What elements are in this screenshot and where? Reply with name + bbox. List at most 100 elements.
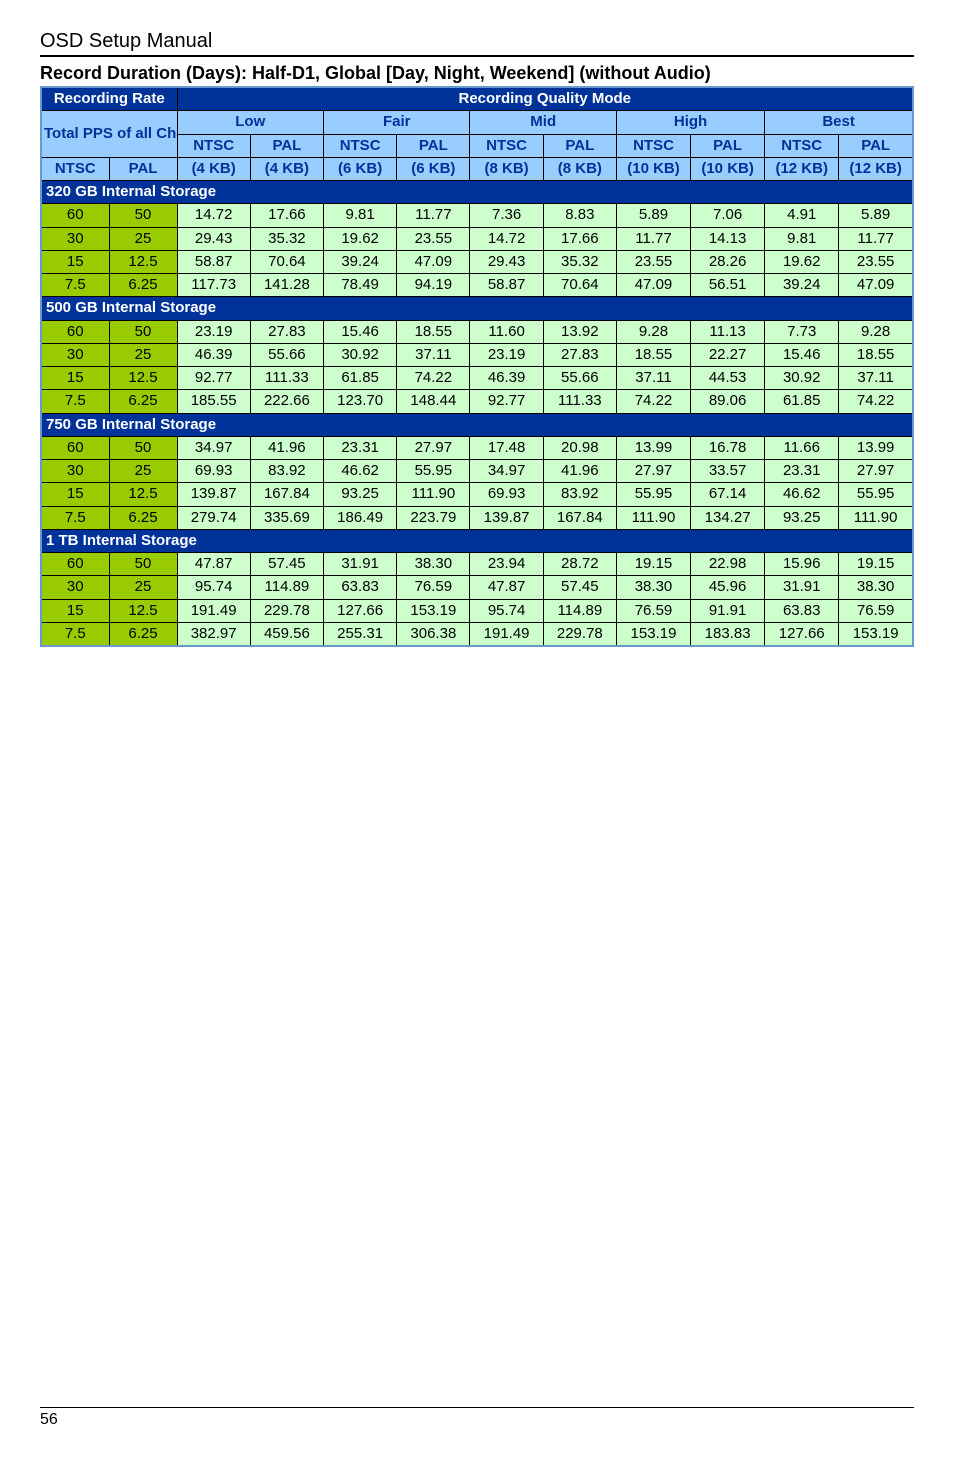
cell-ntsc-rate: 7.5 <box>41 622 109 646</box>
cell-value: 114.89 <box>250 576 323 599</box>
cell-value: 38.30 <box>839 576 913 599</box>
cell-value: 70.64 <box>250 250 323 273</box>
cell-value: 13.99 <box>616 436 690 459</box>
cell-value: 61.85 <box>324 367 397 390</box>
cell-value: 67.14 <box>691 483 765 506</box>
cell-value: 35.32 <box>543 250 616 273</box>
hdr-total-pps: Total PPS of all Channels <box>41 111 177 158</box>
cell-value: 139.87 <box>177 483 250 506</box>
cell-value: 28.72 <box>543 553 616 576</box>
cell-value: 222.66 <box>250 390 323 413</box>
cell-value: 57.45 <box>543 576 616 599</box>
cell-value: 55.66 <box>250 343 323 366</box>
table-row: 302529.4335.3219.6223.5514.7217.6611.771… <box>41 227 913 250</box>
cell-ntsc-rate: 30 <box>41 576 109 599</box>
cell-value: 92.77 <box>177 367 250 390</box>
cell-value: 185.55 <box>177 390 250 413</box>
cell-ntsc-rate: 15 <box>41 367 109 390</box>
hdr-recording-quality-mode: Recording Quality Mode <box>177 87 913 111</box>
cell-ntsc-rate: 7.5 <box>41 274 109 297</box>
cell-value: 74.22 <box>616 390 690 413</box>
table-row: 1512.5191.49229.78127.66153.1995.74114.8… <box>41 599 913 622</box>
cell-pal-rate: 6.25 <box>109 390 177 413</box>
cell-pal-rate: 50 <box>109 320 177 343</box>
section-heading: Record Duration (Days): Half-D1, Global … <box>40 63 914 84</box>
cell-value: 41.96 <box>543 460 616 483</box>
hdr-pal: PAL <box>250 134 323 157</box>
cell-value: 93.25 <box>765 506 839 529</box>
cell-value: 8.83 <box>543 204 616 227</box>
cell-value: 63.83 <box>765 599 839 622</box>
table-row: 7.56.25117.73141.2878.4994.1958.8770.644… <box>41 274 913 297</box>
cell-value: 28.26 <box>691 250 765 273</box>
page-number: 56 <box>40 1407 914 1429</box>
cell-value: 95.74 <box>177 576 250 599</box>
cell-ntsc-rate: 7.5 <box>41 390 109 413</box>
cell-value: 15.46 <box>324 320 397 343</box>
cell-pal-rate: 50 <box>109 436 177 459</box>
table-row: 605047.8757.4531.9138.3023.9428.7219.152… <box>41 553 913 576</box>
cell-value: 7.06 <box>691 204 765 227</box>
cell-value: 61.85 <box>765 390 839 413</box>
table-row: 1512.592.77111.3361.8574.2246.3955.6637.… <box>41 367 913 390</box>
cell-value: 30.92 <box>765 367 839 390</box>
cell-value: 38.30 <box>616 576 690 599</box>
cell-value: 29.43 <box>470 250 543 273</box>
cell-value: 76.59 <box>839 599 913 622</box>
cell-value: 183.83 <box>691 622 765 646</box>
cell-value: 57.45 <box>250 553 323 576</box>
cell-value: 23.55 <box>397 227 470 250</box>
cell-value: 46.62 <box>765 483 839 506</box>
cell-pal-rate: 6.25 <box>109 622 177 646</box>
table-row: 7.56.25382.97459.56255.31306.38191.49229… <box>41 622 913 646</box>
cell-value: 55.95 <box>839 483 913 506</box>
cell-value: 5.89 <box>616 204 690 227</box>
cell-value: 7.36 <box>470 204 543 227</box>
table-row: 605023.1927.8315.4618.5511.6013.929.2811… <box>41 320 913 343</box>
cell-value: 335.69 <box>250 506 323 529</box>
doc-title: OSD Setup Manual <box>40 30 914 57</box>
cell-value: 123.70 <box>324 390 397 413</box>
cell-value: 13.99 <box>839 436 913 459</box>
cell-ntsc-rate: 30 <box>41 227 109 250</box>
cell-value: 69.93 <box>177 460 250 483</box>
cell-value: 19.62 <box>324 227 397 250</box>
hdr-ntsc: NTSC <box>177 134 250 157</box>
hdr-kb: (8 KB) <box>470 157 543 180</box>
cell-value: 11.60 <box>470 320 543 343</box>
cell-value: 46.39 <box>177 343 250 366</box>
hdr-kb: (4 KB) <box>177 157 250 180</box>
cell-value: 9.28 <box>839 320 913 343</box>
cell-value: 11.77 <box>616 227 690 250</box>
table-row: 1512.558.8770.6439.2447.0929.4335.3223.5… <box>41 250 913 273</box>
cell-value: 55.95 <box>397 460 470 483</box>
table-row: 302569.9383.9246.6255.9534.9741.9627.973… <box>41 460 913 483</box>
cell-value: 27.97 <box>839 460 913 483</box>
cell-value: 23.31 <box>324 436 397 459</box>
cell-value: 7.73 <box>765 320 839 343</box>
hdr-pal: PAL <box>543 134 616 157</box>
cell-value: 186.49 <box>324 506 397 529</box>
cell-pal-rate: 25 <box>109 227 177 250</box>
cell-value: 153.19 <box>616 622 690 646</box>
cell-value: 91.91 <box>691 599 765 622</box>
cell-value: 58.87 <box>470 274 543 297</box>
cell-value: 4.91 <box>765 204 839 227</box>
cell-value: 459.56 <box>250 622 323 646</box>
cell-value: 229.78 <box>543 622 616 646</box>
cell-value: 167.84 <box>250 483 323 506</box>
hdr-quality-high: High <box>616 111 764 134</box>
cell-pal-rate: 6.25 <box>109 274 177 297</box>
cell-value: 39.24 <box>765 274 839 297</box>
cell-value: 37.11 <box>397 343 470 366</box>
cell-value: 47.87 <box>177 553 250 576</box>
cell-value: 229.78 <box>250 599 323 622</box>
hdr-kb: (12 KB) <box>765 157 839 180</box>
cell-value: 76.59 <box>397 576 470 599</box>
table-row: 302546.3955.6630.9237.1123.1927.8318.552… <box>41 343 913 366</box>
cell-value: 47.09 <box>839 274 913 297</box>
cell-value: 46.39 <box>470 367 543 390</box>
cell-pal-rate: 6.25 <box>109 506 177 529</box>
cell-pal-rate: 50 <box>109 553 177 576</box>
cell-value: 17.66 <box>543 227 616 250</box>
